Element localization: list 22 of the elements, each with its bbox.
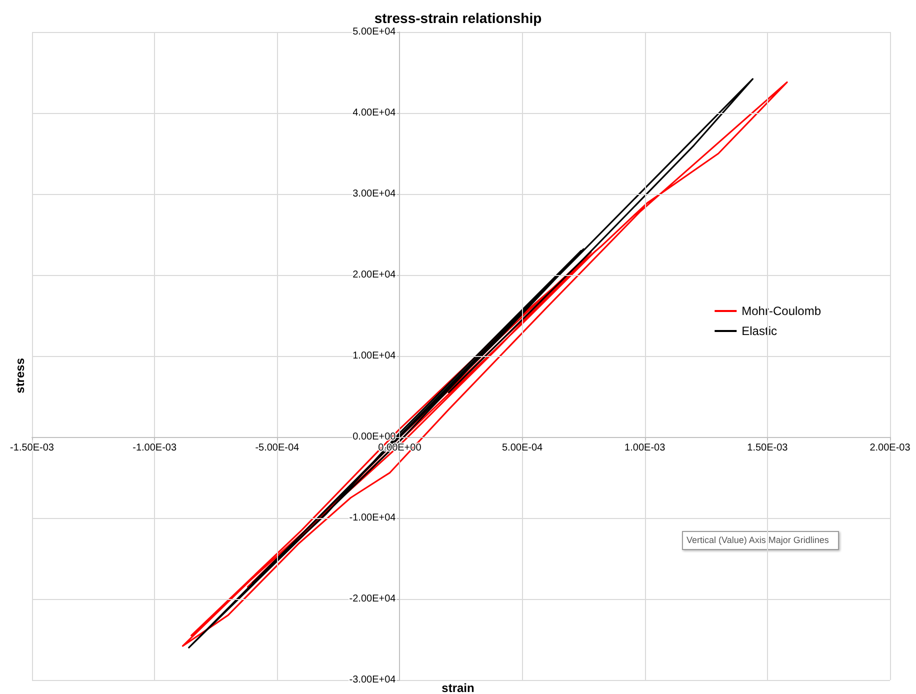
x-tick-label: -1.00E-03 xyxy=(132,442,177,454)
y-tick-label: -2.00E+04 xyxy=(349,594,396,604)
legend-label: Mohr-Coulomb xyxy=(742,304,822,318)
x-tick-label: 1.50E-03 xyxy=(747,442,788,454)
chart-title: stress-strain relationship xyxy=(374,10,542,26)
y-tick-label: -3.00E+04 xyxy=(349,674,396,686)
x-tick-label: -5.00E-04 xyxy=(255,442,300,454)
annotation: Vertical (Value) Axis Major Gridlines xyxy=(686,535,830,545)
x-tick-label: -1.50E-03 xyxy=(10,442,54,454)
y-tick-label: -1.00E+04 xyxy=(349,512,396,524)
y-tick-label: 1.00E+04 xyxy=(352,350,396,362)
x-tick-label: 2.00E-03 xyxy=(870,442,911,454)
y-tick-label: 0.00E+00 xyxy=(352,432,396,442)
y-tick-label: 2.00E+04 xyxy=(352,270,396,280)
y-tick-label: 4.00E+04 xyxy=(352,108,396,118)
x-tick-label: 1.00E-03 xyxy=(624,442,666,454)
x-tick-label: 5.00E-04 xyxy=(502,442,544,454)
x-axis-title: strain xyxy=(442,681,474,694)
y-axis-title: stress xyxy=(13,358,27,394)
y-tick-label: 3.00E+04 xyxy=(352,188,396,200)
y-tick-label: 5.00E+04 xyxy=(352,26,396,38)
legend-label: Elastic xyxy=(742,324,777,338)
